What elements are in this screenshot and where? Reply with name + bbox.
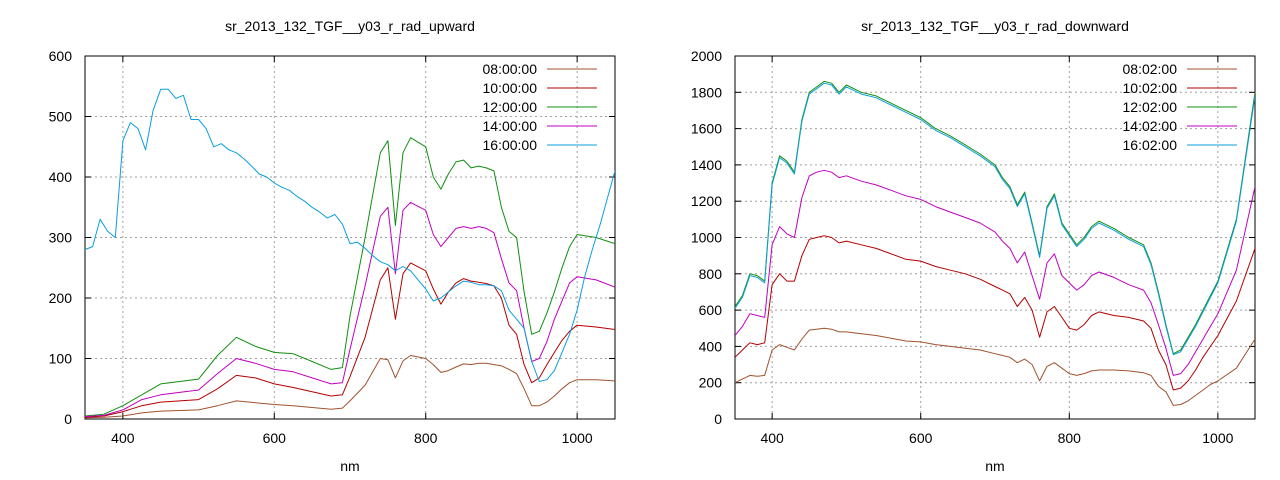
series-line-12:00:00 <box>85 137 615 417</box>
legend-label: 16:02:00 <box>1123 137 1178 153</box>
series-line-16:00:00 <box>85 88 615 382</box>
y-tick-label: 200 <box>699 375 723 391</box>
x-axis-label: nm <box>340 458 359 474</box>
chart-1: 400 600 800 1000 0 100 200 300 400 500 600 sr_2013_… <box>49 18 616 474</box>
x-tick-label: 1000 <box>562 430 593 446</box>
x-tick-label: 600 <box>909 430 933 446</box>
y-tick-label: 1800 <box>691 84 722 100</box>
legend-label: 10:02:00 <box>1123 80 1178 96</box>
legend-label: 14:02:00 <box>1123 118 1178 134</box>
y-tick-label: 400 <box>49 169 73 185</box>
y-tick-label: 500 <box>49 109 73 125</box>
x-tick-label: 800 <box>414 430 438 446</box>
y-tick-label: 800 <box>699 266 723 282</box>
y-tick-label: 100 <box>49 351 73 367</box>
y-tick-label: 1000 <box>691 230 722 246</box>
x-tick-label: 400 <box>760 430 784 446</box>
x-tick-label: 1000 <box>1202 430 1233 446</box>
legend-label: 08:02:00 <box>1123 61 1178 77</box>
legend-label: 12:02:00 <box>1123 99 1178 115</box>
series-line-12:02:00 <box>735 80 1255 355</box>
y-tick-label: 300 <box>49 230 73 246</box>
y-tick-label: 600 <box>49 48 73 64</box>
x-tick-label: 800 <box>1058 430 1082 446</box>
legend-label: 08:00:00 <box>483 61 538 77</box>
chart-title: sr_2013_132_TGF__y03_r_rad_downward <box>861 18 1129 34</box>
chart-title: sr_2013_132_TGF__y03_r_rad_upward <box>225 18 475 34</box>
series-line-08:00:00 <box>85 355 615 419</box>
series-group <box>735 80 1255 406</box>
series-line-10:02:00 <box>735 235 1255 391</box>
series-line-14:00:00 <box>85 201 615 418</box>
x-tick-label: 600 <box>263 430 287 446</box>
legend-label: 12:00:00 <box>483 99 538 115</box>
series-group <box>85 88 615 419</box>
y-tick-label: 1400 <box>691 157 722 173</box>
y-tick-label: 1600 <box>691 121 722 137</box>
y-tick-label: 2000 <box>691 48 722 64</box>
y-tick-label: 0 <box>64 411 72 427</box>
y-tick-label: 600 <box>699 302 723 318</box>
legend-label: 14:00:00 <box>483 118 538 134</box>
x-axis-label: nm <box>985 458 1004 474</box>
y-tick-label: 0 <box>714 411 722 427</box>
y-tick-label: 1200 <box>691 193 722 209</box>
chart-2: 400 600 800 1000 0 200 400 600 800 1000 1200 1400 16… <box>691 18 1256 474</box>
series-line-14:02:00 <box>735 169 1255 376</box>
series-line-10:00:00 <box>85 262 615 418</box>
y-tick-label: 200 <box>49 290 73 306</box>
series-line-16:02:00 <box>735 82 1255 356</box>
legend-label: 16:00:00 <box>483 137 538 153</box>
legend-label: 10:00:00 <box>483 80 538 96</box>
y-tick-label: 400 <box>699 338 723 354</box>
series-line-08:02:00 <box>735 327 1255 406</box>
x-tick-label: 400 <box>111 430 135 446</box>
